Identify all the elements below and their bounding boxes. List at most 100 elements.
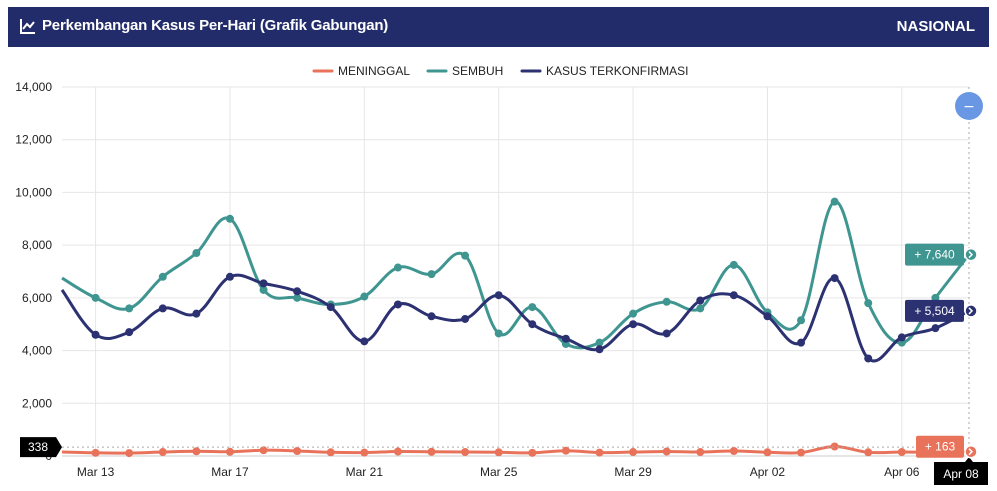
data-point-sembuh[interactable] — [662, 297, 671, 306]
data-point-sembuh[interactable] — [696, 304, 705, 313]
data-point-meninggal[interactable] — [293, 446, 302, 455]
legend: MENINGGAL SEMBUH KASUS TERKONFIRMASI — [312, 64, 688, 78]
data-point-kasus[interactable] — [259, 279, 268, 288]
data-point-kasus[interactable] — [561, 334, 570, 343]
data-point-meninggal[interactable] — [864, 448, 873, 457]
y-tick-label: 10,000 — [15, 185, 52, 199]
region-label: NASIONAL — [896, 18, 975, 35]
series-meninggal — [61, 442, 973, 458]
data-point-kasus[interactable] — [326, 303, 335, 312]
x-tick-label: Apr 06 — [884, 465, 920, 479]
x-tick-label: Mar 21 — [346, 465, 384, 479]
data-point-meninggal[interactable] — [158, 448, 167, 457]
data-point-kasus[interactable] — [125, 328, 134, 337]
data-point-kasus[interactable] — [360, 337, 369, 346]
data-point-kasus[interactable] — [931, 324, 940, 333]
data-point-sembuh[interactable] — [729, 260, 738, 269]
zoom-out-button[interactable]: − — [955, 92, 983, 120]
data-point-kasus[interactable] — [629, 320, 638, 329]
data-point-kasus[interactable] — [293, 287, 302, 296]
y-tick-label: 8,000 — [22, 238, 52, 252]
value-flag-bg — [916, 435, 964, 458]
data-point-kasus[interactable] — [696, 296, 705, 305]
data-point-kasus[interactable] — [393, 300, 402, 309]
data-point-meninggal[interactable] — [393, 447, 402, 456]
x-tick-label: Apr 02 — [750, 465, 786, 479]
data-point-sembuh[interactable] — [461, 251, 470, 260]
data-point-sembuh[interactable] — [595, 338, 604, 347]
data-point-sembuh[interactable] — [494, 329, 503, 338]
data-point-meninggal[interactable] — [259, 446, 268, 455]
data-point-sembuh[interactable] — [225, 214, 234, 223]
series-line-sembuh — [61, 200, 971, 350]
y-tick-label: 12,000 — [15, 133, 52, 147]
data-point-sembuh[interactable] — [528, 303, 537, 312]
value-flag-bg — [905, 299, 964, 322]
data-point-sembuh[interactable] — [158, 272, 167, 281]
data-point-kasus[interactable] — [797, 338, 806, 347]
legend-item-kasus[interactable]: KASUS TERKONFIRMASI — [520, 64, 688, 78]
data-point-meninggal[interactable] — [326, 448, 335, 457]
data-point-sembuh[interactable] — [259, 285, 268, 294]
crosshair-x-tag-label: Apr 08 — [943, 467, 979, 481]
y-tick-label: 4,000 — [22, 344, 52, 358]
data-point-kasus[interactable] — [595, 345, 604, 354]
title-wrap: Perkembangan Kasus Per-Hari (Grafik Gabu… — [20, 17, 388, 34]
data-point-sembuh[interactable] — [192, 249, 201, 258]
data-point-kasus[interactable] — [729, 291, 738, 300]
data-point-meninggal[interactable] — [830, 442, 839, 451]
data-point-meninggal[interactable] — [561, 446, 570, 455]
data-point-sembuh[interactable] — [931, 293, 940, 302]
data-point-meninggal[interactable] — [696, 448, 705, 457]
crosshair-y-tag: 338 — [20, 437, 62, 458]
data-point-kasus[interactable] — [830, 274, 839, 283]
data-point-kasus[interactable] — [494, 291, 503, 300]
value-flag-kasus: + 5,504 — [905, 299, 978, 322]
data-point-meninggal[interactable] — [897, 448, 906, 457]
data-point-meninggal[interactable] — [225, 447, 234, 456]
data-point-meninggal[interactable] — [494, 448, 503, 457]
data-point-kasus[interactable] — [897, 333, 906, 342]
data-point-sembuh[interactable] — [125, 304, 134, 313]
data-point-kasus[interactable] — [662, 329, 671, 338]
data-point-sembuh[interactable] — [360, 292, 369, 301]
data-point-meninggal[interactable] — [91, 448, 100, 457]
series-kasus — [60, 272, 973, 363]
data-point-sembuh[interactable] — [830, 197, 839, 206]
data-point-kasus[interactable] — [528, 320, 537, 329]
data-point-sembuh[interactable] — [91, 293, 100, 302]
data-point-meninggal[interactable] — [528, 448, 537, 457]
data-point-meninggal[interactable] — [427, 447, 436, 456]
data-point-sembuh[interactable] — [797, 316, 806, 325]
data-point-meninggal[interactable] — [662, 447, 671, 456]
data-point-kasus[interactable] — [158, 304, 167, 313]
data-point-kasus[interactable] — [763, 312, 772, 321]
data-point-kasus[interactable] — [225, 272, 234, 281]
data-point-meninggal[interactable] — [461, 448, 470, 457]
data-point-sembuh[interactable] — [293, 293, 302, 302]
legend-item-meninggal[interactable]: MENINGGAL — [312, 64, 410, 78]
data-point-meninggal[interactable] — [797, 448, 806, 457]
data-point-meninggal[interactable] — [729, 446, 738, 455]
data-point-sembuh[interactable] — [629, 309, 638, 318]
minus-icon: − — [963, 99, 975, 115]
series-line-meninggal — [61, 445, 970, 455]
data-point-kasus[interactable] — [91, 330, 100, 339]
data-point-kasus[interactable] — [192, 309, 201, 318]
crosshair-y-tag-label: 338 — [28, 440, 48, 454]
chevron-right-icon — [968, 448, 974, 456]
data-point-meninggal[interactable] — [763, 448, 772, 457]
data-point-sembuh[interactable] — [427, 270, 436, 279]
data-point-meninggal[interactable] — [629, 448, 638, 457]
data-point-meninggal[interactable] — [125, 449, 134, 458]
data-point-meninggal[interactable] — [595, 448, 604, 457]
data-point-sembuh[interactable] — [393, 263, 402, 272]
data-point-meninggal[interactable] — [192, 447, 201, 456]
data-point-kasus[interactable] — [864, 354, 873, 363]
data-point-sembuh[interactable] — [864, 299, 873, 308]
data-point-kasus[interactable] — [461, 314, 470, 323]
legend-item-sembuh[interactable]: SEMBUH — [426, 64, 503, 78]
data-point-kasus[interactable] — [427, 312, 436, 321]
series-sembuh — [61, 197, 973, 350]
data-point-meninggal[interactable] — [360, 448, 369, 457]
